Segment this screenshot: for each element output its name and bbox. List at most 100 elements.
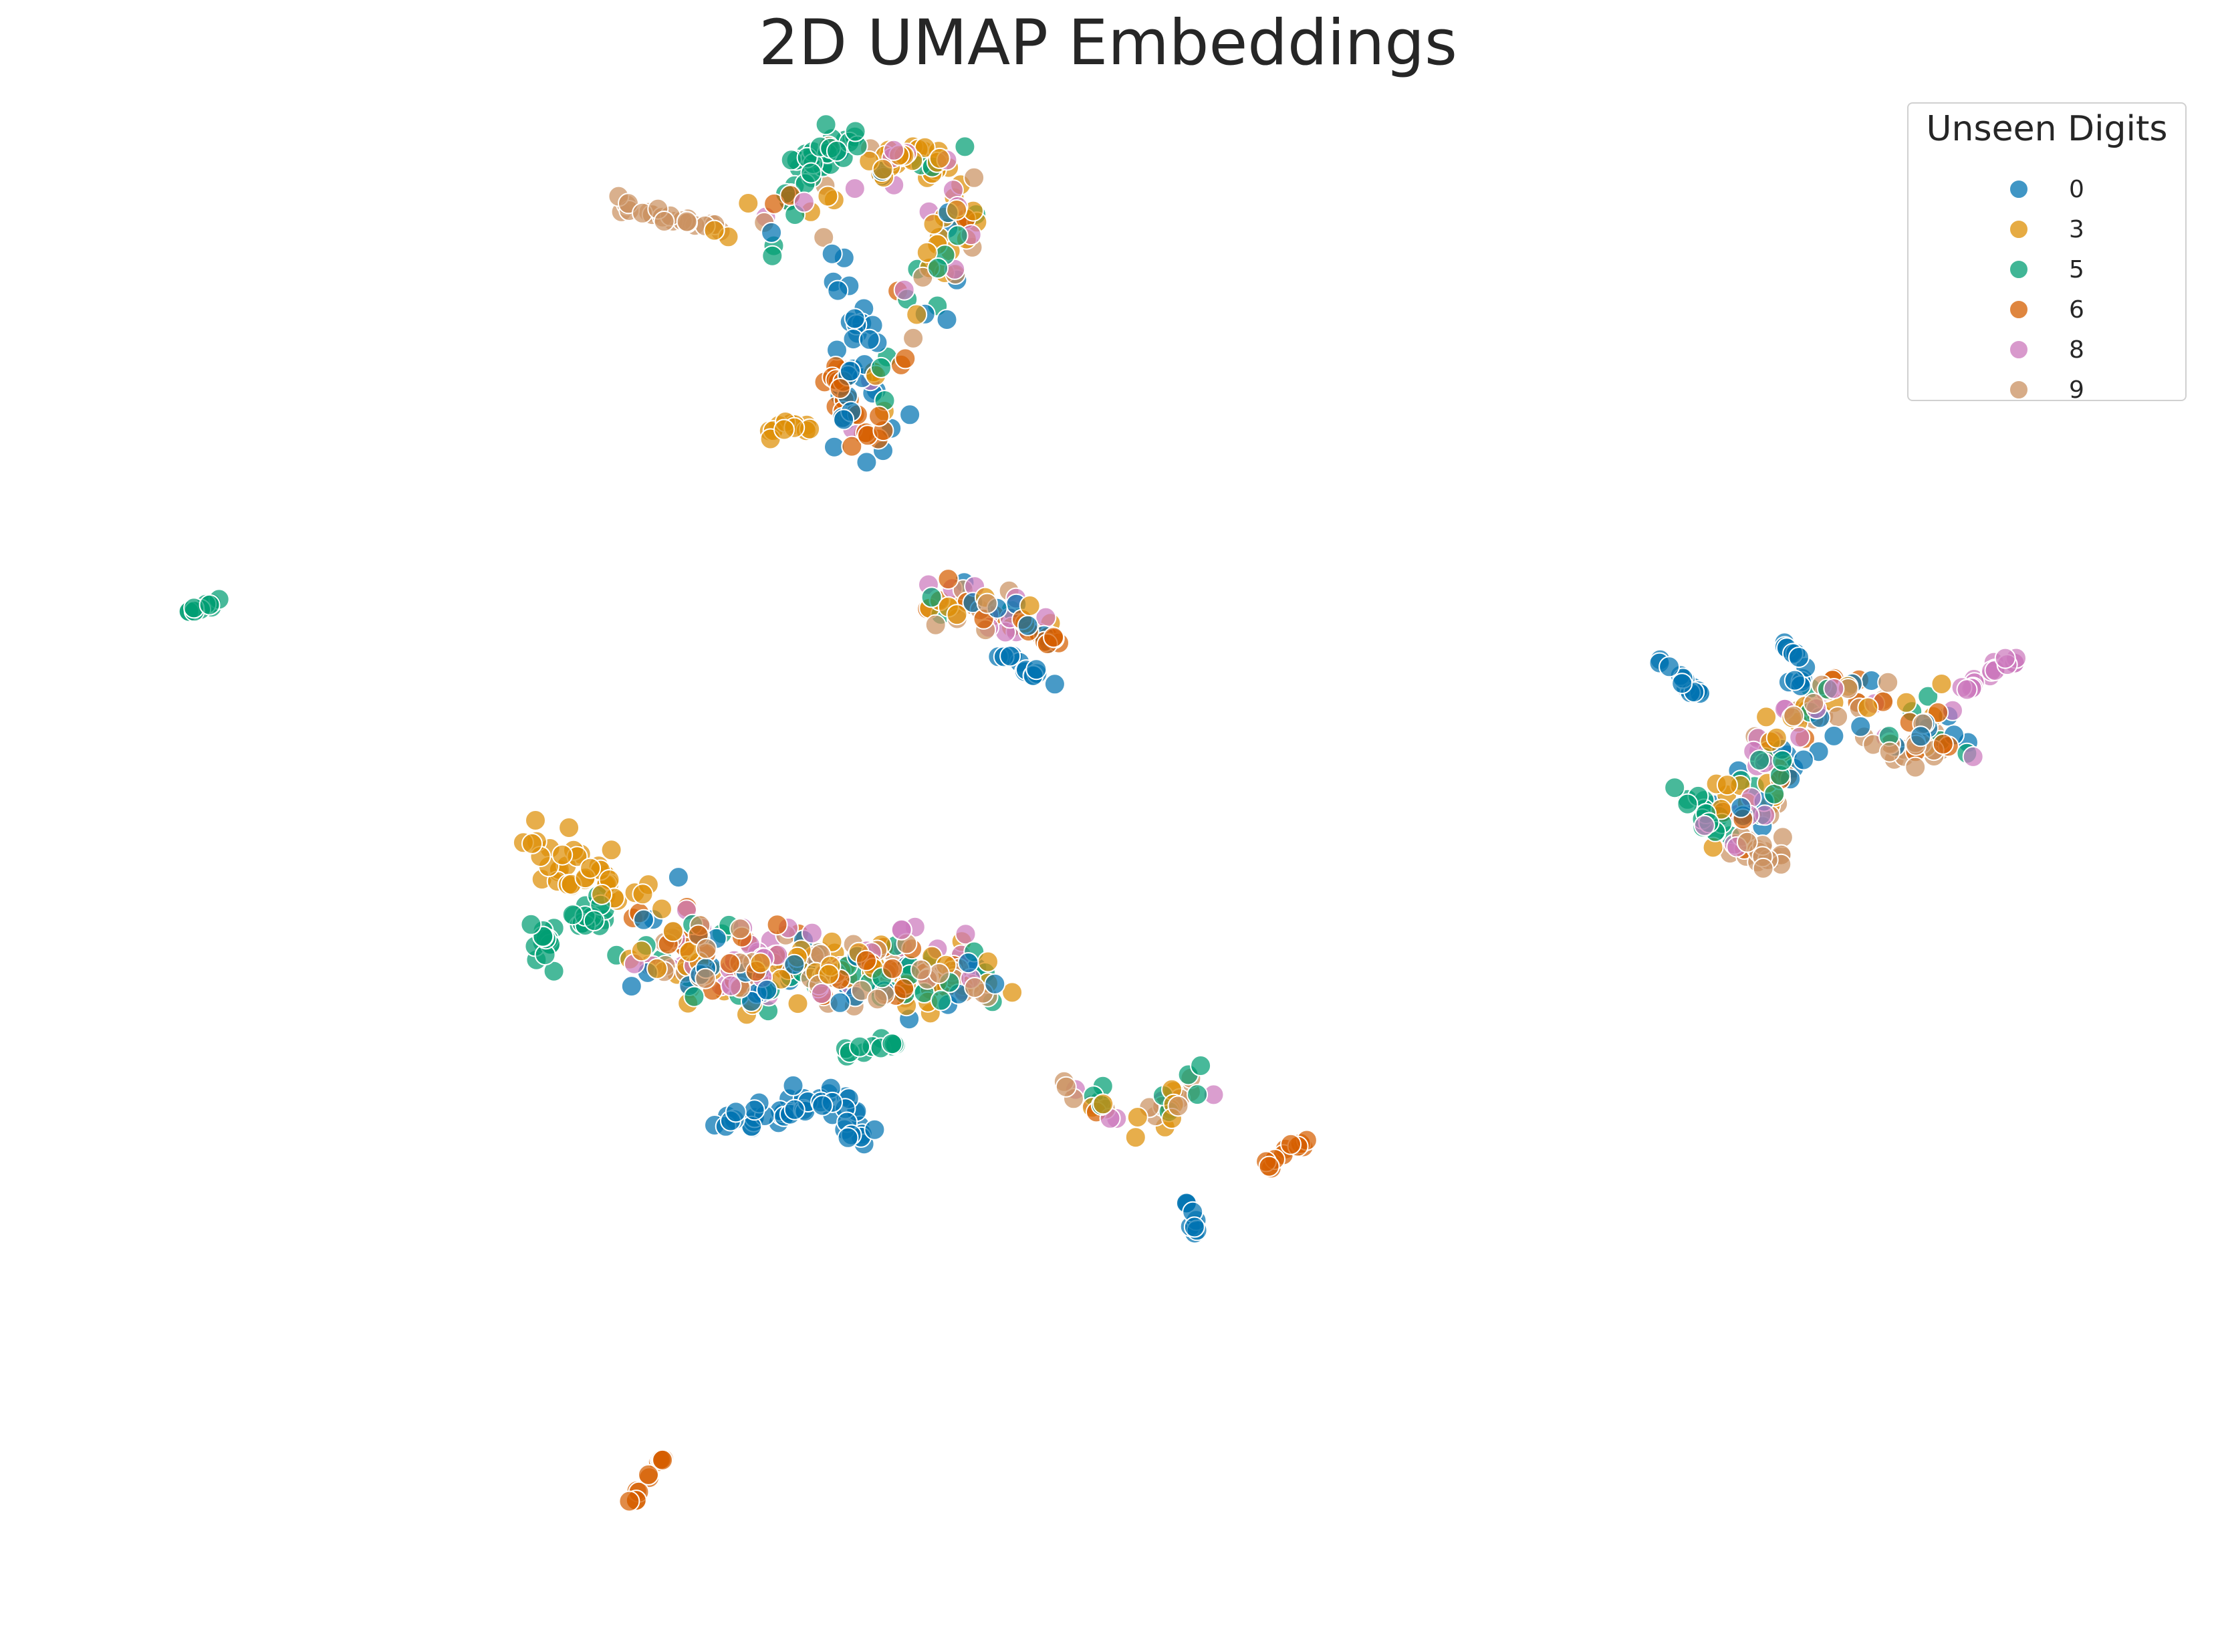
point-digit-6 <box>638 1463 659 1486</box>
point-digit-5 <box>199 594 221 616</box>
point-digit-0 <box>782 1074 804 1096</box>
point-digit-0 <box>1017 614 1039 636</box>
point-digit-6 <box>855 949 877 971</box>
point-digit-9 <box>729 918 751 940</box>
point-digit-3 <box>1716 774 1738 796</box>
point-digit-0 <box>1823 725 1845 747</box>
point-digit-8 <box>844 178 866 199</box>
point-digit-3 <box>1857 697 1879 719</box>
point-digit-9 <box>925 614 947 636</box>
point-digit-3 <box>1001 981 1023 1004</box>
point-digit-9 <box>910 959 932 981</box>
point-digit-0 <box>1183 1216 1205 1238</box>
point-digit-3 <box>916 241 938 263</box>
point-digit-3 <box>817 185 839 207</box>
point-digit-0 <box>1788 646 1810 669</box>
point-digit-3 <box>929 147 951 169</box>
point-digit-3 <box>651 898 672 920</box>
point-digit-5 <box>583 910 605 932</box>
point-digit-9 <box>866 988 888 1010</box>
point-digit-0 <box>725 1101 747 1123</box>
point-digit-3 <box>521 832 543 854</box>
point-digit-0 <box>936 309 958 330</box>
point-digit-0 <box>620 975 642 997</box>
point-digit-0 <box>844 308 866 330</box>
point-digit-5 <box>881 1033 903 1055</box>
point-digit-3 <box>600 839 622 861</box>
point-digit-0 <box>812 1094 834 1116</box>
point-digit-8 <box>1956 679 1978 701</box>
point-digit-6 <box>1932 733 1954 755</box>
point-digit-0 <box>837 1127 859 1149</box>
point-digit-3 <box>1765 727 1788 749</box>
point-digit-3 <box>580 857 602 879</box>
point-digit-9 <box>1877 671 1899 693</box>
point-digit-3 <box>1092 1093 1114 1115</box>
point-digit-5 <box>954 136 976 158</box>
point-digit-0 <box>633 909 654 931</box>
point-digit-3 <box>977 951 999 973</box>
point-digit-9 <box>1167 1095 1189 1117</box>
point-digit-0 <box>821 243 843 265</box>
legend-marker-6 <box>2009 300 2029 320</box>
point-digit-3 <box>1126 1106 1148 1128</box>
point-digit-6 <box>868 405 890 427</box>
point-digit-3 <box>1895 691 1917 713</box>
point-digit-3 <box>662 921 684 943</box>
legend-label-5: 5 <box>2069 255 2084 283</box>
point-digit-3 <box>558 817 580 838</box>
scatter-points <box>178 114 2027 1512</box>
point-digit-3 <box>946 604 968 626</box>
point-digit-6 <box>1280 1133 1302 1155</box>
chart-title: 2D UMAP Embeddings <box>759 7 1457 80</box>
point-digit-8 <box>1823 678 1845 699</box>
point-digit-9 <box>676 211 698 233</box>
point-digit-3 <box>632 883 654 905</box>
point-digit-0 <box>984 973 1006 995</box>
point-digit-3 <box>525 810 546 831</box>
point-digit-6 <box>841 435 863 457</box>
legend-item-6: 6 <box>2009 289 2084 330</box>
legend-label-9: 9 <box>2069 376 2084 404</box>
point-digit-3 <box>818 963 840 985</box>
point-digit-5 <box>1749 749 1771 771</box>
point-digit-5 <box>1763 783 1786 805</box>
point-digit-3 <box>872 158 894 181</box>
point-digit-0 <box>756 979 778 1001</box>
point-digit-9 <box>1827 706 1849 728</box>
point-digit-3 <box>1124 1127 1146 1149</box>
point-digit-9 <box>695 967 717 989</box>
point-digit-9 <box>976 592 998 614</box>
point-digit-5 <box>920 586 943 608</box>
point-digit-5 <box>849 1036 871 1058</box>
legend-item-9: 9 <box>2009 370 2084 410</box>
point-digit-8 <box>720 975 742 997</box>
point-digit-6 <box>893 977 915 999</box>
point-digit-9 <box>1878 741 1900 763</box>
point-digit-6 <box>937 568 959 590</box>
point-digit-8 <box>793 191 815 213</box>
point-digit-8 <box>955 923 977 945</box>
legend-item-8: 8 <box>2009 330 2084 370</box>
point-digit-0 <box>1671 673 1693 695</box>
point-digit-6 <box>894 348 916 370</box>
legend: Unseen Digits 0 3 5 6 8 9 <box>1907 102 2187 404</box>
point-digit-3 <box>737 193 759 214</box>
point-digit-0 <box>667 866 689 889</box>
point-digit-6 <box>1258 1155 1280 1177</box>
point-digit-3 <box>1755 706 1777 728</box>
point-digit-0 <box>833 408 855 431</box>
legend-marker-0 <box>2009 179 2029 199</box>
point-digit-0 <box>840 360 861 382</box>
point-digit-3 <box>591 883 613 905</box>
point-digit-5 <box>800 162 822 184</box>
point-digit-6 <box>652 1449 674 1471</box>
point-digit-5 <box>826 140 848 162</box>
legend-marker-5 <box>2009 259 2029 279</box>
point-digit-0 <box>829 991 851 1014</box>
point-digit-0 <box>858 328 880 350</box>
legend-item-3: 3 <box>2009 209 2084 249</box>
point-digit-5 <box>930 989 952 1012</box>
point-digit-3 <box>551 844 574 866</box>
